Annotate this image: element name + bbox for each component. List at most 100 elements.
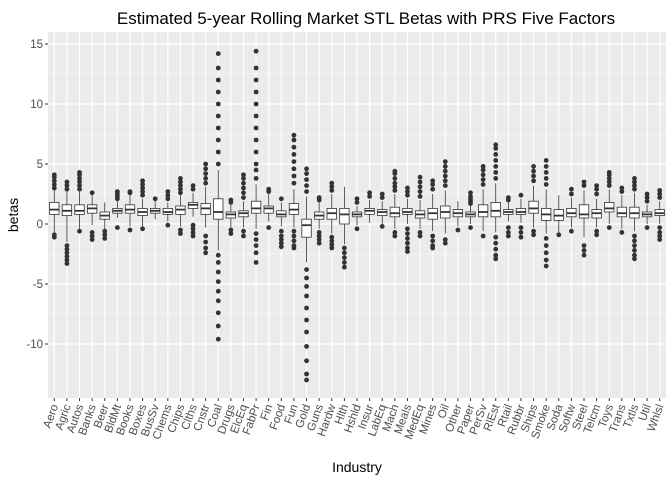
outlier-point [493, 176, 499, 181]
outlier-point [89, 233, 95, 239]
outlier-point [165, 196, 171, 202]
outlier-point [64, 257, 70, 263]
outlier-point [442, 240, 448, 246]
outlier-point [606, 225, 612, 231]
outlier-point [644, 195, 650, 201]
outlier-point [241, 195, 246, 201]
outlier-point [178, 183, 183, 189]
outlier-point [468, 225, 473, 231]
outlier-point [493, 234, 499, 240]
outlier-point [632, 248, 637, 253]
outlier-point [178, 186, 183, 192]
box-Aero [49, 172, 60, 240]
outlier-point [657, 233, 663, 239]
outlier-point [392, 180, 398, 186]
outlier-point [657, 191, 663, 197]
outlier-point [379, 224, 385, 229]
box-FabPr [250, 48, 262, 265]
outlier-point [316, 195, 322, 201]
outlier-point [493, 164, 499, 169]
box-Rtail [503, 195, 514, 239]
outlier-point [417, 189, 423, 195]
outlier-point [77, 228, 82, 234]
box-Fin [263, 186, 274, 231]
outlier-point [190, 233, 196, 239]
outlier-point [632, 256, 637, 262]
box-Agric [61, 179, 73, 266]
outlier-point [632, 238, 637, 244]
outlier-point [241, 228, 246, 234]
box-Food [276, 196, 287, 250]
x-tick-label: Util [637, 403, 654, 423]
outlier-point [493, 256, 499, 262]
outlier-point [405, 185, 410, 191]
outlier-point [253, 176, 259, 181]
outlier-point [480, 167, 486, 173]
outlier-point [405, 245, 410, 251]
outlier-point [405, 240, 410, 246]
outlier-point [657, 195, 663, 201]
outlier-point [316, 237, 322, 243]
outlier-point [89, 237, 95, 243]
outlier-point [215, 310, 221, 316]
outlier-point [531, 173, 536, 179]
outlier-point [304, 317, 309, 323]
outlier-point [241, 185, 246, 191]
outlier-point [657, 237, 663, 243]
outlier-point [594, 183, 600, 189]
outlier-point [304, 329, 309, 335]
outlier-point [657, 188, 663, 193]
outlier-point [392, 176, 398, 181]
box-Drugs [225, 197, 237, 237]
box-Boxes [137, 178, 148, 232]
outlier-point [619, 230, 625, 235]
outlier-point [581, 252, 587, 258]
box-Beer [99, 202, 110, 241]
outlier-point [304, 371, 309, 377]
outlier-point [266, 225, 272, 231]
outlier-point [329, 242, 335, 247]
outlier-point [619, 185, 625, 191]
outlier-point [518, 230, 524, 235]
outlier-point [304, 189, 309, 195]
outlier-point [215, 125, 221, 131]
outlier-point [241, 180, 246, 186]
outlier-point [291, 166, 297, 172]
box-Mines [427, 178, 438, 251]
outlier-point [228, 197, 234, 203]
outlier-point [190, 186, 196, 192]
outlier-point [480, 172, 486, 178]
outlier-point [291, 173, 297, 179]
outlier-point [480, 164, 486, 169]
box-Toys [604, 170, 615, 231]
outlier-point [442, 159, 448, 165]
outlier-point [215, 65, 221, 71]
outlier-point [493, 152, 499, 157]
outlier-point [64, 246, 70, 252]
box-Banks [87, 190, 98, 243]
box-Util [641, 191, 653, 231]
outlier-point [77, 186, 82, 192]
outlier-point [480, 177, 486, 183]
outlier-point [493, 158, 499, 163]
outlier-point [291, 245, 297, 251]
outlier-point [215, 51, 221, 56]
outlier-point [140, 192, 145, 198]
outlier-point [644, 191, 650, 197]
box-iqr [616, 206, 627, 218]
outlier-point [442, 178, 448, 184]
outlier-point [606, 176, 612, 181]
box-Gold [301, 166, 312, 383]
outlier-point [215, 113, 221, 119]
outlier-point [253, 77, 259, 83]
box-Meals [402, 185, 413, 255]
box-MedEq [414, 174, 426, 239]
outlier-point [215, 161, 221, 167]
outlier-point [190, 230, 196, 235]
outlier-point [329, 188, 335, 193]
outlier-point [102, 228, 108, 234]
outlier-point [228, 231, 234, 237]
outlier-point [531, 232, 536, 238]
box-Steel [578, 179, 590, 258]
outlier-point [543, 182, 549, 187]
